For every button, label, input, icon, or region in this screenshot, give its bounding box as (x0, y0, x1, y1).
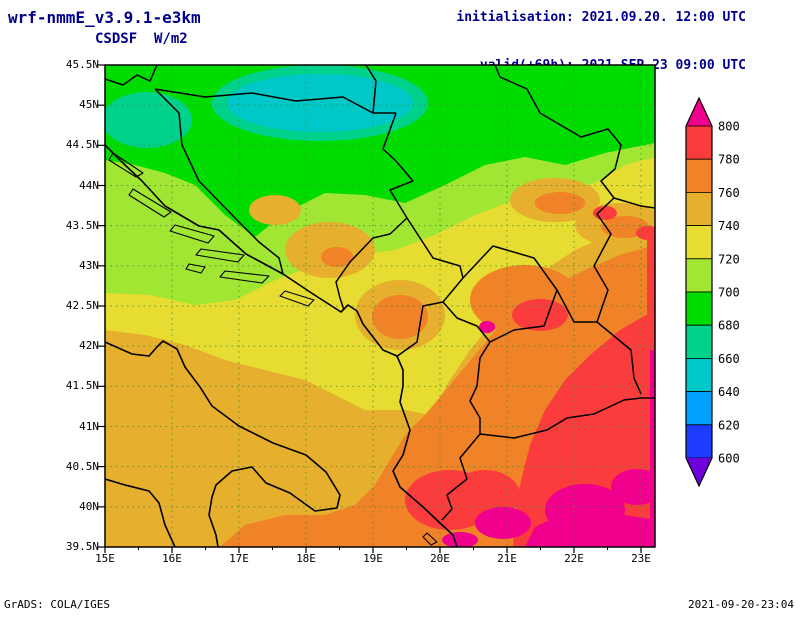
colorbar-tick-label: 660 (718, 352, 740, 366)
lon-tick-label: 23E (631, 552, 651, 565)
lat-tick-label: 40N (79, 500, 99, 513)
field-teal-patch-west (102, 92, 192, 148)
lon-tick-label: 19E (363, 552, 383, 565)
colorbar-tick-label: 640 (718, 385, 740, 399)
colorbar-tick-label: 740 (718, 219, 740, 233)
colorbar-band (686, 358, 712, 391)
colorbar-tick-label: 680 (718, 319, 740, 333)
colorbar-band (686, 159, 712, 192)
colorbar-tick-label: 760 (718, 186, 740, 200)
map-canvas (93, 59, 667, 559)
variable-title: CSDSF W/m2 (95, 31, 188, 47)
colorbar-band (686, 425, 712, 458)
lat-tick-label: 40.5N (66, 460, 99, 473)
lat-tick-label: 41N (79, 420, 99, 433)
lat-tick-label: 43.5N (66, 219, 99, 232)
colorbar-band (686, 192, 712, 225)
lat-tick-label: 44N (79, 179, 99, 192)
colorbar-tick-label: 720 (718, 252, 740, 266)
lat-tick-label: 44.5N (66, 138, 99, 151)
lon-tick-label: 15E (95, 552, 115, 565)
colorbar-band (686, 126, 712, 159)
lat-tick-label: 45N (79, 98, 99, 111)
lon-tick-label: 22E (564, 552, 584, 565)
field-orange-e (605, 279, 645, 301)
lon-tick-label: 17E (229, 552, 249, 565)
colorbar-tick-label: 600 (718, 452, 740, 466)
field-oy-patch-bosnia2 (249, 195, 301, 225)
colorbar-band (686, 392, 712, 425)
colorbar-band (686, 292, 712, 325)
lat-tick-label: 41.5N (66, 379, 99, 392)
colorbar-band (686, 325, 712, 358)
colorbar-arrow-bottom (686, 458, 712, 486)
lat-tick-label: 43N (79, 259, 99, 272)
latitude-axis: 45.5N45N44.5N44N43.5N43N42.5N42N41.5N41N… (55, 65, 101, 561)
colorbar-tick-label: 700 (718, 286, 740, 300)
lon-tick-label: 20E (430, 552, 450, 565)
field-red-spot-ne1 (593, 206, 617, 220)
model-title: wrf-nmmE_v3.9.1-e3km (8, 6, 201, 30)
lat-tick-label: 42.5N (66, 299, 99, 312)
longitude-axis: 15E16E17E18E19E20E21E22E23E (105, 552, 661, 568)
field-magenta-blob4 (442, 532, 478, 548)
colorbar-tick-label: 800 (718, 120, 740, 134)
colorbar-tick-label: 620 (718, 418, 740, 432)
init-time-label: initialisation: 2021.09.20. 12:00 UTC (456, 10, 746, 25)
grads-weather-map: wrf-nmmE_v3.9.1-e3km CSDSF W/m2 initiali… (0, 0, 800, 618)
field-orange-ne1 (535, 192, 585, 214)
grads-credit: GrADS: COLA/IGES (4, 598, 110, 611)
colorbar-band (686, 226, 712, 259)
field-magenta-blob2 (475, 507, 531, 539)
creation-timestamp: 2021-09-20-23:04 (688, 598, 794, 611)
colorbar-band (686, 259, 712, 292)
lat-tick-label: 45.5N (66, 58, 99, 71)
lon-tick-label: 18E (296, 552, 316, 565)
colorbar: 800 780 760 740 720 700 680 660 640 620 600 (682, 92, 760, 504)
lat-tick-label: 39.5N (66, 540, 99, 553)
colorbar-arrow-top (686, 98, 712, 126)
lon-tick-label: 16E (162, 552, 182, 565)
field-orange-montenegro (372, 295, 428, 339)
lat-tick-label: 42N (79, 339, 99, 352)
field-cyan-blob (227, 74, 413, 132)
colorbar-tick-label: 780 (718, 153, 740, 167)
lon-tick-label: 21E (497, 552, 517, 565)
